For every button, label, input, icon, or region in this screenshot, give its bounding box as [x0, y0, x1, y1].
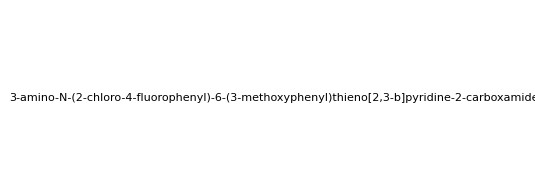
Text: 3-amino-N-(2-chloro-4-fluorophenyl)-6-(3-methoxyphenyl)thieno[2,3-b]pyridine-2-c: 3-amino-N-(2-chloro-4-fluorophenyl)-6-(3… — [10, 93, 535, 104]
